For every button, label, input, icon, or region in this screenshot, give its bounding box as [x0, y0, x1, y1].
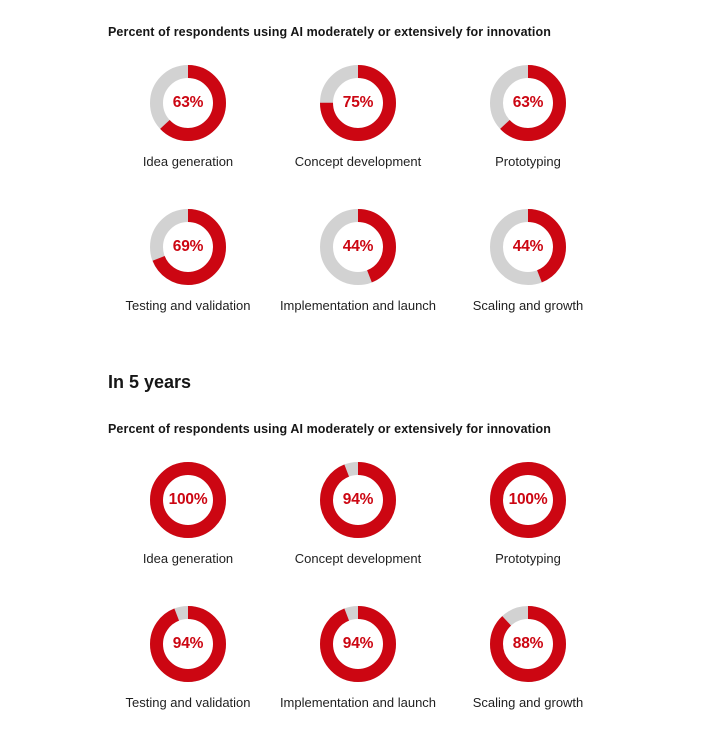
- donut-cell: 63% Idea generation: [103, 65, 273, 169]
- donut-label: Idea generation: [142, 154, 234, 169]
- donut-cell: 88% Scaling and growth: [443, 606, 613, 710]
- content-area: Percent of respondents using AI moderate…: [108, 25, 648, 710]
- donut-ring-value: [490, 209, 566, 285]
- donut-cell: 94% Testing and validation: [103, 606, 273, 710]
- section-in-5-years-subtitle: Percent of respondents using AI moderate…: [108, 422, 551, 436]
- donut-label: Prototyping: [495, 154, 561, 169]
- donut-label: Scaling and growth: [472, 695, 584, 710]
- donut-label: Concept development: [294, 154, 422, 169]
- donut-value: 100%: [168, 491, 208, 508]
- donut-ring-value: [320, 462, 396, 538]
- donut-ring-value: [490, 462, 566, 538]
- donut-value: 94%: [342, 635, 374, 652]
- donut-ring: [320, 65, 396, 141]
- donut-ring: [320, 606, 396, 682]
- donut-chart: 94%: [320, 606, 396, 682]
- donut-ring: [490, 462, 566, 538]
- donut-cell: 63% Prototyping: [443, 65, 613, 169]
- donut-cell: 44% Scaling and growth: [443, 209, 613, 313]
- donut-chart: 94%: [150, 606, 226, 682]
- donut-ring-value: [150, 209, 226, 285]
- donut-label: Testing and validation: [125, 695, 251, 710]
- donut-ring: [150, 606, 226, 682]
- section-current-subtitle: Percent of respondents using AI moderate…: [108, 25, 551, 39]
- donut-ring: [320, 209, 396, 285]
- donut-ring: [150, 209, 226, 285]
- donut-ring: [490, 209, 566, 285]
- donut-ring-value: [150, 65, 226, 141]
- donut-value: 94%: [342, 491, 374, 508]
- section-in-5-years: In 5 years Percent of respondents using …: [108, 372, 648, 710]
- donut-chart: 88%: [490, 606, 566, 682]
- donut-chart: 100%: [490, 462, 566, 538]
- donut-ring-value: [150, 606, 226, 682]
- donut-cell: 69% Testing and validation: [103, 209, 273, 313]
- donut-value: 69%: [172, 238, 204, 255]
- donut-cell: 44% Implementation and launch: [273, 209, 443, 313]
- donut-label: Implementation and launch: [279, 695, 437, 710]
- donut-value: 44%: [512, 238, 544, 255]
- donut-ring: [150, 462, 226, 538]
- donut-chart: 69%: [150, 209, 226, 285]
- donut-chart: 63%: [490, 65, 566, 141]
- donut-ring-value: [320, 606, 396, 682]
- donut-ring-value: [490, 65, 566, 141]
- donut-value: 75%: [342, 94, 374, 111]
- donut-grid-in-5-years: 100% Idea generation 94% Concept developmen…: [103, 462, 648, 710]
- donut-cell: 100% Idea generation: [103, 462, 273, 566]
- section-in-5-years-heading: In 5 years: [108, 372, 192, 392]
- donut-value: 63%: [172, 94, 204, 111]
- donut-chart: 100%: [150, 462, 226, 538]
- donut-label: Scaling and growth: [472, 298, 584, 313]
- donut-value: 63%: [512, 94, 544, 111]
- donut-ring: [150, 65, 226, 141]
- donut-chart: 63%: [150, 65, 226, 141]
- donut-label: Concept development: [294, 551, 422, 566]
- donut-cell: 94% Concept development: [273, 462, 443, 566]
- donut-label: Idea generation: [142, 551, 234, 566]
- donut-cell: 75% Concept development: [273, 65, 443, 169]
- donut-cell: 94% Implementation and launch: [273, 606, 443, 710]
- section-current: Percent of respondents using AI moderate…: [108, 25, 648, 313]
- donut-chart: 94%: [320, 462, 396, 538]
- donut-value: 88%: [512, 635, 544, 652]
- donut-ring: [490, 606, 566, 682]
- donut-ring-value: [320, 209, 396, 285]
- donut-grid-current: 63% Idea generation 75% Concept development…: [103, 65, 648, 313]
- donut-ring: [320, 462, 396, 538]
- donut-value: 94%: [172, 635, 204, 652]
- donut-label: Implementation and launch: [279, 298, 437, 313]
- donut-ring-value: [490, 606, 566, 682]
- donut-ring: [490, 65, 566, 141]
- donut-value: 44%: [342, 238, 374, 255]
- donut-label: Testing and validation: [125, 298, 251, 313]
- donut-ring-value: [150, 462, 226, 538]
- donut-chart: 75%: [320, 65, 396, 141]
- donut-cell: 100% Prototyping: [443, 462, 613, 566]
- donut-chart: 44%: [320, 209, 396, 285]
- donut-label: Prototyping: [495, 551, 561, 566]
- donut-value: 100%: [508, 491, 548, 508]
- donut-chart: 44%: [490, 209, 566, 285]
- donut-ring-value: [320, 65, 396, 141]
